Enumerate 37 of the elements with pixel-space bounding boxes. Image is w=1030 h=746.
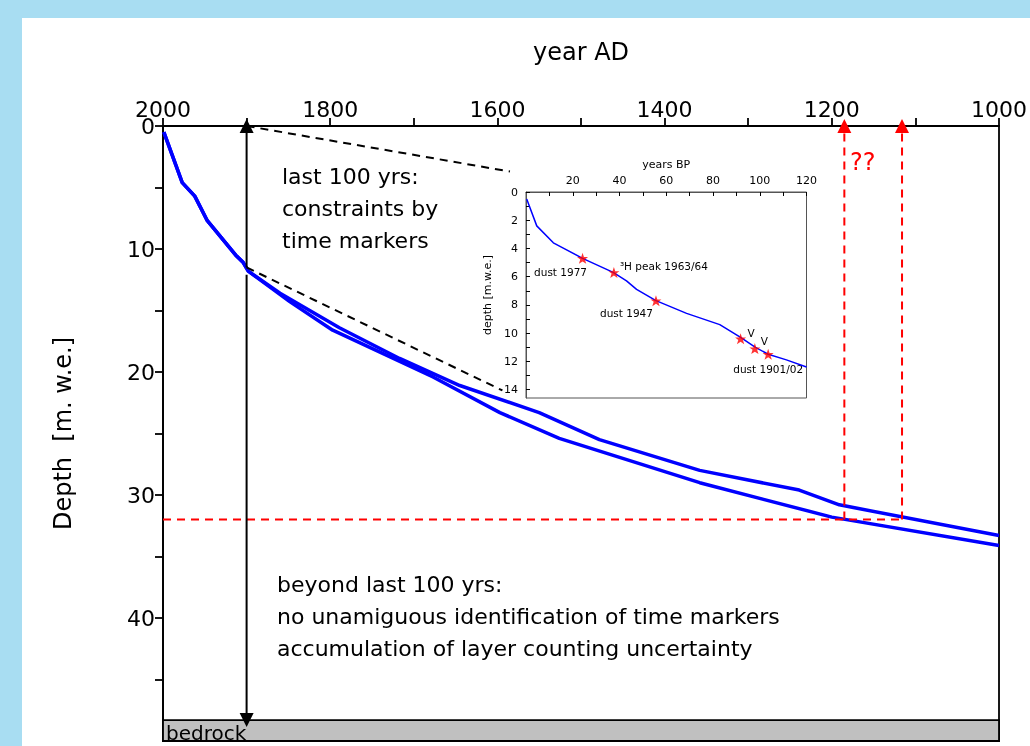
- annotation: ³H peak 1963/64: [619, 260, 709, 273]
- x-tick-label: 1400: [636, 96, 693, 122]
- y-tick-label: 12: [504, 354, 518, 368]
- x-axis-title: year AD: [532, 38, 630, 66]
- y-tick-label: 4: [511, 241, 518, 255]
- x-tick-label: 100: [749, 174, 771, 187]
- x-axis-title: years BP: [642, 158, 691, 172]
- annotation: beyond last 100 yrs: no unamiguous identification of time markers accumulation of layer counting uncertainty: [277, 571, 780, 661]
- y-tick-label: 6: [511, 270, 518, 284]
- y-tick-label: 10: [504, 326, 518, 340]
- x-tick-label: 1200: [803, 96, 860, 122]
- x-tick-label: 1000: [971, 96, 1028, 122]
- y-tick-label: 30: [127, 482, 155, 508]
- x-tick-label: 60: [659, 174, 674, 187]
- y-tick-label: 8: [511, 298, 518, 312]
- x-tick-label: 20: [565, 174, 580, 187]
- annotation: last 100 yrs: constraints by time markers: [282, 163, 439, 253]
- annotation: dust 1947: [600, 306, 653, 319]
- x-tick-label: 40: [612, 174, 627, 187]
- x-tick-label: 1800: [302, 96, 359, 122]
- y-tick-label: 14: [504, 383, 518, 397]
- annotation: dust 1977: [534, 266, 588, 279]
- y-tick-label: 40: [127, 605, 155, 631]
- x-tick-label: 80: [706, 174, 720, 187]
- x-tick-label: 1600: [469, 96, 526, 122]
- annotation: ??: [850, 148, 876, 176]
- y-tick-label: 10: [127, 236, 155, 262]
- x-tick-label: 120: [796, 174, 817, 187]
- band-label: bedrock: [166, 721, 247, 746]
- annotation: dust 1901/02: [733, 363, 804, 376]
- y-tick-label: 0: [511, 185, 518, 199]
- y-tick-label: 20: [127, 359, 155, 385]
- y-axis-title: Depth [m. w.e.]: [49, 336, 77, 531]
- annotation: V: [747, 326, 756, 339]
- y-tick-label: 2: [511, 213, 518, 227]
- y-axis-title: depth [m.w.e.]: [481, 254, 495, 336]
- annotation: V: [760, 334, 769, 347]
